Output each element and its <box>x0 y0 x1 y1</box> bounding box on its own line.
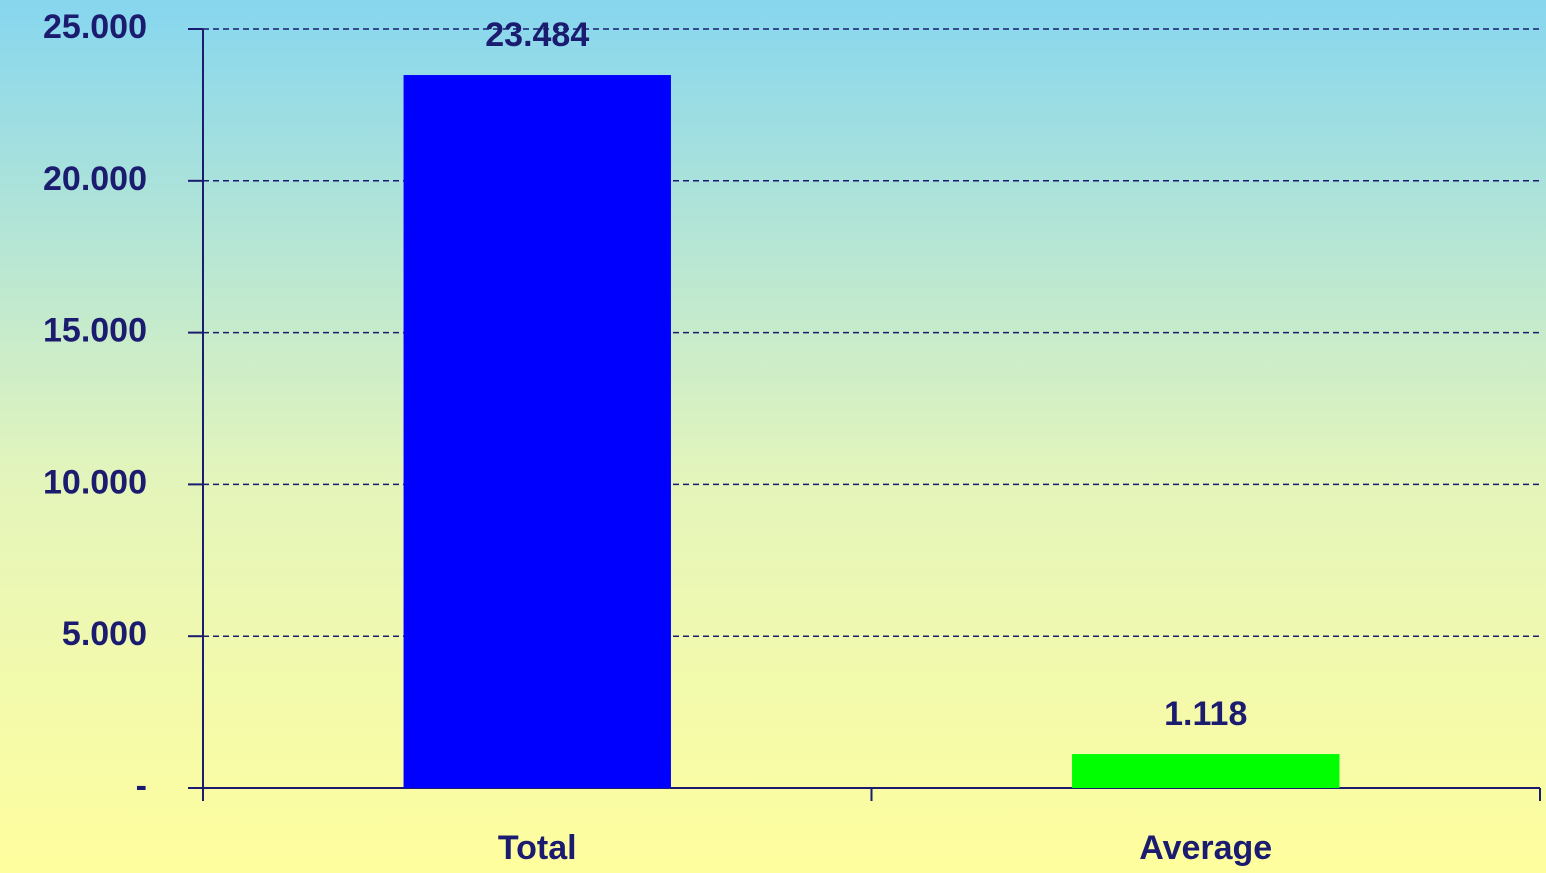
y-tick-label: 5.000 <box>62 615 147 653</box>
x-tick-label: Average <box>1139 829 1272 867</box>
value-label: 1.118 <box>1164 695 1247 733</box>
y-tick-label: 10.000 <box>43 463 147 501</box>
y-tick-label: - <box>136 767 147 805</box>
y-tick-label: 20.000 <box>43 160 147 198</box>
value-label: 23.484 <box>485 16 589 54</box>
y-tick-label: 25.000 <box>43 8 147 46</box>
y-tick-label: 15.000 <box>43 312 147 350</box>
x-tick-label: Total <box>498 829 577 867</box>
bar <box>1072 754 1340 788</box>
bar <box>403 75 671 788</box>
